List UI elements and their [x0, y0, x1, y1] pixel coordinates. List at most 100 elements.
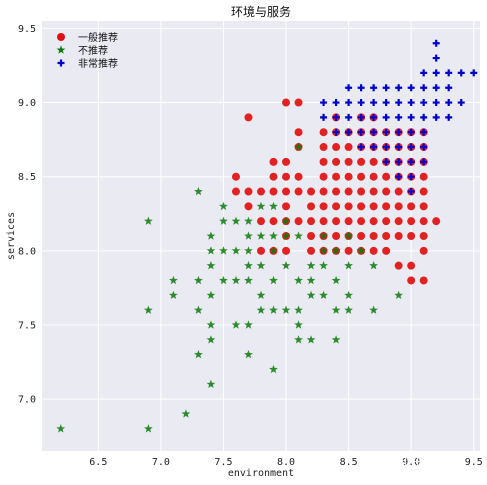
legend-item-general: 一般推荐 — [57, 31, 118, 44]
point-not-recommended — [306, 261, 316, 270]
point-highly-recommended — [382, 99, 390, 107]
point-general-recommendation — [282, 98, 291, 107]
point-not-recommended — [269, 305, 278, 314]
legend-label-general: 一般推荐 — [78, 31, 118, 44]
chart-title: 环境与服务 — [231, 4, 291, 19]
point-highly-recommended — [445, 69, 453, 77]
point-highly-recommended — [345, 128, 353, 136]
point-highly-recommended — [445, 113, 453, 121]
point-general-recommendation — [269, 187, 278, 196]
point-highly-recommended — [382, 143, 390, 151]
point-general-recommendation — [369, 217, 378, 226]
point-not-recommended — [231, 275, 241, 285]
point-not-recommended — [206, 261, 216, 270]
point-general-recommendation — [294, 172, 303, 181]
point-general-recommendation — [319, 217, 328, 226]
point-general-recommendation — [419, 276, 428, 285]
point-not-recommended — [344, 290, 353, 300]
x-tick-label: 8.0 — [277, 457, 295, 468]
point-general-recommendation — [419, 246, 428, 255]
y-tick-label: 7.5 — [18, 320, 36, 331]
point-not-recommended — [394, 290, 404, 300]
y-tick-label: 8.5 — [18, 172, 36, 183]
point-not-recommended — [244, 320, 253, 329]
y-tick-label: 8.0 — [18, 246, 36, 257]
point-not-recommended — [206, 335, 216, 344]
point-highly-recommended — [420, 69, 428, 77]
point-not-recommended — [331, 275, 341, 285]
point-not-recommended — [319, 246, 328, 255]
point-general-recommendation — [407, 276, 416, 285]
point-highly-recommended — [320, 113, 328, 121]
point-not-recommended — [194, 305, 203, 314]
point-general-recommendation — [269, 217, 278, 226]
point-not-recommended — [369, 261, 378, 270]
point-not-recommended — [181, 409, 191, 418]
point-general-recommendation — [294, 98, 303, 107]
point-general-recommendation — [282, 157, 291, 166]
point-general-recommendation — [282, 172, 291, 181]
point-not-recommended — [269, 275, 278, 285]
point-not-recommended — [219, 201, 228, 211]
point-highly-recommended — [420, 113, 428, 121]
point-general-recommendation — [394, 232, 403, 240]
point-general-recommendation — [231, 172, 240, 181]
point-general-recommendation — [419, 202, 428, 211]
point-general-recommendation — [357, 202, 366, 211]
point-general-recommendation — [382, 246, 391, 255]
point-highly-recommended — [357, 128, 365, 136]
x-tick-label: 8.5 — [340, 457, 358, 468]
point-not-recommended — [206, 320, 216, 329]
point-not-recommended — [194, 350, 203, 359]
point-general-recommendation — [282, 246, 291, 255]
x-tick-labels: 6.5 7.0 7.5 8.0 8.5 9.0 9.5 — [89, 457, 482, 468]
point-not-recommended — [294, 275, 303, 285]
point-not-recommended — [231, 320, 241, 329]
point-highly-recommended — [420, 99, 428, 107]
point-general-recommendation — [319, 143, 328, 152]
point-general-recommendation — [394, 187, 403, 196]
point-not-recommended — [244, 350, 253, 359]
point-general-recommendation — [432, 217, 441, 226]
point-general-recommendation — [282, 187, 291, 196]
point-general-recommendation — [344, 246, 353, 255]
point-not-recommended — [356, 246, 366, 255]
point-general-recommendation — [382, 172, 391, 181]
legend-marker-star — [56, 45, 66, 54]
y-tick-label: 9.0 — [18, 98, 36, 109]
point-general-recommendation — [344, 143, 353, 152]
point-not-recommended — [319, 290, 328, 300]
point-general-recommendation — [307, 217, 316, 226]
point-not-recommended — [169, 275, 178, 285]
grid-lines — [42, 21, 480, 451]
point-not-recommended — [206, 246, 216, 255]
point-not-recommended — [169, 290, 178, 300]
point-general-recommendation — [407, 217, 416, 226]
watermark: 知乎 @布惹 — [398, 454, 467, 470]
x-axis-label: environment — [228, 468, 294, 479]
point-general-recommendation — [357, 187, 366, 196]
point-general-recommendation — [357, 157, 366, 166]
point-not-recommended — [269, 231, 278, 240]
point-highly-recommended — [470, 69, 478, 77]
point-not-recommended — [256, 305, 266, 314]
point-general-recommendation — [369, 232, 378, 240]
point-highly-recommended — [382, 84, 390, 92]
x-tick-label: 7.0 — [152, 457, 170, 468]
point-not-recommended — [269, 201, 278, 211]
point-general-recommendation — [319, 172, 328, 181]
point-highly-recommended — [357, 143, 365, 151]
point-not-recommended — [344, 231, 353, 240]
point-not-recommended — [256, 261, 266, 270]
point-general-recommendation — [257, 187, 265, 196]
point-not-recommended — [319, 231, 328, 240]
point-general-recommendation — [319, 157, 328, 166]
point-highly-recommended — [420, 158, 428, 166]
point-not-recommended — [244, 275, 253, 285]
point-not-recommended — [194, 186, 203, 196]
point-not-recommended — [281, 261, 291, 270]
point-not-recommended — [256, 231, 266, 240]
x-tick-label: 9.0 — [402, 457, 420, 468]
point-highly-recommended — [332, 99, 340, 107]
